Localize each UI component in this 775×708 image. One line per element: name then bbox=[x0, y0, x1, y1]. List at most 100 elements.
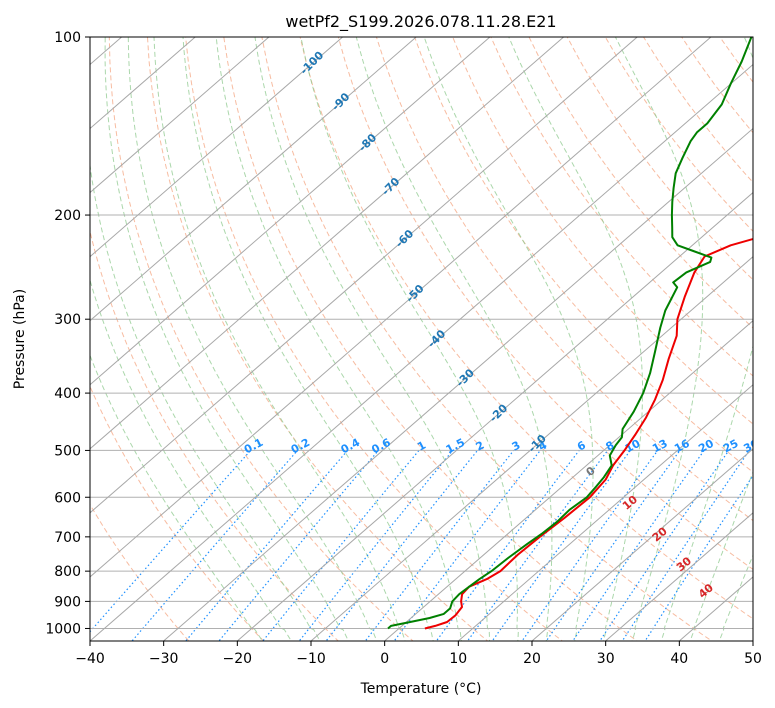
dry-adiabat-line bbox=[261, 37, 713, 641]
isotherm-label: -100 bbox=[298, 48, 327, 77]
line-labels: 0.1 0.2 0.4 0.6 1 1.5 2 3 4 6 8 10 13 16 20 25 30 36-100-… bbox=[242, 48, 775, 601]
dry-adiabat-line bbox=[528, 37, 753, 329]
moist-adiabat-line bbox=[153, 37, 406, 641]
dry-adiabat-line bbox=[414, 37, 753, 473]
profile-series bbox=[387, 37, 753, 630]
isotherm-line bbox=[90, 37, 491, 386]
dry-adiabat-line bbox=[643, 37, 753, 184]
x-axis-label: Temperature (°C) bbox=[360, 681, 482, 697]
mixing-ratio-line bbox=[218, 450, 379, 641]
isotherm-line bbox=[752, 640, 753, 641]
x-tick-label: −40 bbox=[75, 651, 105, 667]
mixing-ratio-label: 13 bbox=[650, 437, 670, 456]
x-tick-label: 30 bbox=[597, 651, 615, 667]
dry-adiabat-line bbox=[719, 37, 753, 83]
plot-frame bbox=[89, 36, 754, 642]
isotherm-line bbox=[90, 37, 196, 130]
mixing-ratio-line bbox=[90, 449, 252, 633]
isotherm-line bbox=[236, 191, 753, 641]
mixing-ratio-label: 16 bbox=[672, 437, 692, 456]
dry-adiabat-line bbox=[90, 385, 265, 641]
mixing-ratio-label: 2 bbox=[474, 439, 487, 454]
y-tick-label: 900 bbox=[54, 594, 81, 610]
isotherm-line bbox=[90, 37, 565, 450]
moist-adiabat-line bbox=[182, 37, 434, 641]
mixing-ratio-label: 20 bbox=[696, 437, 716, 456]
mixing-ratio-label: 25 bbox=[721, 437, 741, 456]
mixing-ratio-label: 10 bbox=[623, 437, 643, 456]
dewpoint-profile-line bbox=[387, 37, 753, 630]
isotherm-line bbox=[90, 37, 417, 322]
y-tick-label: 1000 bbox=[45, 622, 81, 638]
mixing-ratio-label: 0.4 bbox=[339, 436, 363, 457]
mixing-ratio-label: 3 bbox=[510, 439, 523, 454]
moist-adiabat-line bbox=[660, 37, 753, 641]
dry-adiabat-line bbox=[566, 37, 753, 281]
moist-adiabat-line bbox=[300, 37, 519, 641]
moist-adiabat-label: 10 bbox=[620, 493, 640, 513]
moist-adiabat-line bbox=[254, 37, 491, 641]
y-tick-label: 800 bbox=[54, 564, 81, 580]
moist-adiabat-line bbox=[127, 37, 378, 641]
isotherm-line bbox=[383, 319, 753, 641]
mixing-ratio-label: 0.2 bbox=[289, 436, 312, 457]
y-tick-label: 200 bbox=[54, 208, 81, 224]
isotherm-line bbox=[90, 63, 753, 641]
moist-adiabat-line bbox=[355, 37, 553, 641]
isotherm-line bbox=[90, 37, 638, 514]
isotherm-line bbox=[310, 255, 753, 641]
mixing-ratio-line bbox=[298, 450, 454, 641]
mixing-ratio-line bbox=[491, 450, 631, 641]
x-tick-label: −20 bbox=[223, 651, 253, 667]
isotherm-line bbox=[90, 37, 270, 194]
dry-adiabat-line bbox=[758, 37, 775, 653]
mixing-ratio-label: 36 bbox=[762, 437, 775, 456]
x-tick-label: −10 bbox=[296, 651, 326, 667]
moist-adiabat-line bbox=[508, 37, 643, 641]
moist-adiabat-line bbox=[104, 37, 349, 641]
moist-adiabat-line bbox=[718, 554, 753, 641]
y-tick-label: 100 bbox=[54, 30, 81, 46]
moist-adiabat-label: 0 bbox=[584, 464, 598, 479]
dry-adiabat-line bbox=[299, 37, 753, 620]
chart-title: wetPf2_S199.2026.078.11.28.E21 bbox=[285, 12, 556, 32]
moist-adiabat-label: 40 bbox=[696, 581, 716, 601]
mixing-ratio-line bbox=[364, 450, 515, 641]
mixing-ratio-label: 6 bbox=[575, 438, 588, 453]
y-tick-label: 700 bbox=[54, 530, 81, 546]
x-tick-label: 50 bbox=[744, 651, 762, 667]
mixing-ratio-label: 0.6 bbox=[369, 436, 393, 457]
mixing-ratio-label: 1 bbox=[415, 439, 428, 454]
isotherm-line bbox=[90, 37, 344, 258]
mixing-ratio-line bbox=[262, 450, 420, 641]
mixing-ratio-label: 0.1 bbox=[242, 436, 265, 457]
mixing-ratio-label: 30 bbox=[741, 437, 761, 456]
dry-adiabat-line bbox=[490, 37, 753, 377]
dry-adiabat-line bbox=[681, 37, 753, 134]
y-tick-label: 600 bbox=[54, 490, 81, 506]
y-tick-label: 300 bbox=[54, 312, 81, 328]
isotherm-line bbox=[90, 37, 712, 578]
x-tick-label: 20 bbox=[523, 651, 541, 667]
background-lines bbox=[90, 37, 775, 653]
moist-adiabat-line bbox=[423, 37, 594, 641]
moist-adiabat-label: 20 bbox=[650, 524, 670, 544]
x-tick-label: 10 bbox=[449, 651, 467, 667]
mixing-ratio-label: 1.5 bbox=[444, 436, 467, 457]
dry-adiabat-line bbox=[90, 229, 339, 641]
isotherm-line bbox=[531, 448, 753, 641]
y-axis-label: Pressure (hPa) bbox=[12, 289, 28, 389]
moist-adiabat-line bbox=[90, 353, 264, 641]
dry-adiabat-line bbox=[337, 37, 753, 571]
dry-adiabat-line bbox=[108, 37, 414, 641]
isotherm-line bbox=[604, 512, 753, 641]
isotherm-line bbox=[457, 384, 753, 641]
x-tick-label: 40 bbox=[670, 651, 688, 667]
dry-adiabat-line bbox=[452, 37, 753, 425]
axes: −40 −30 −20 −10 0 10 20 30 40 5010020030040050060… bbox=[45, 30, 762, 667]
dry-adiabat-line bbox=[185, 37, 564, 641]
y-tick-label: 400 bbox=[54, 386, 81, 402]
mixing-ratio-line bbox=[131, 450, 299, 641]
x-tick-label: −30 bbox=[149, 651, 179, 667]
